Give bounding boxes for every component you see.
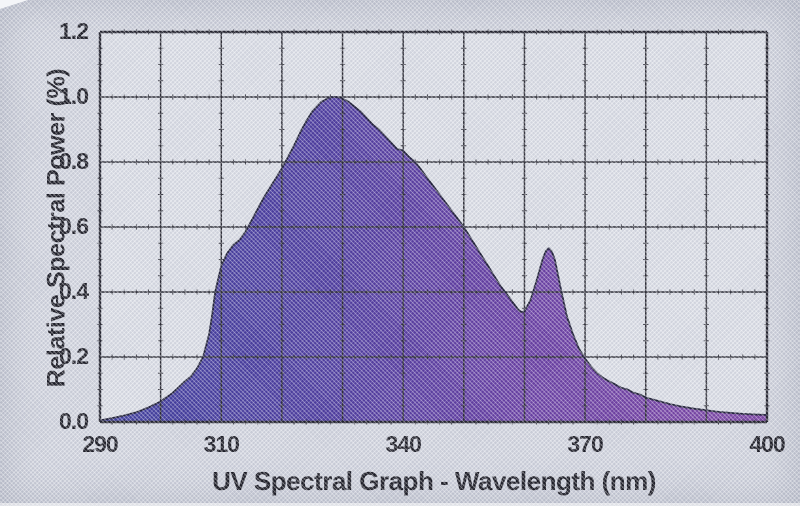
spectral-curve [99, 96, 768, 422]
x-tick-label: 400 [749, 431, 785, 457]
x-tick-label: 370 [567, 431, 603, 457]
y-tick-label: 0.0 [59, 407, 89, 434]
photo-edge-artifact [0, 0, 28, 9]
spectral-area-fill [100, 97, 767, 422]
y-tick-label: 1.0 [59, 82, 89, 109]
x-tick-label: 290 [82, 431, 118, 457]
y-tick-label: 0.6 [59, 212, 89, 239]
y-tick-label: 0.8 [59, 147, 89, 174]
y-tick-label: 0.4 [59, 277, 89, 304]
x-tick-label: 310 [203, 431, 240, 457]
y-tick-label: 0.2 [59, 342, 89, 369]
chart-title: UV Spectral Graph - Wavelength (nm) [212, 466, 656, 496]
photo-edge-artifact [0, 503, 800, 506]
y-tick-label: 1.2 [59, 17, 89, 44]
x-tick-label: 340 [385, 431, 421, 457]
